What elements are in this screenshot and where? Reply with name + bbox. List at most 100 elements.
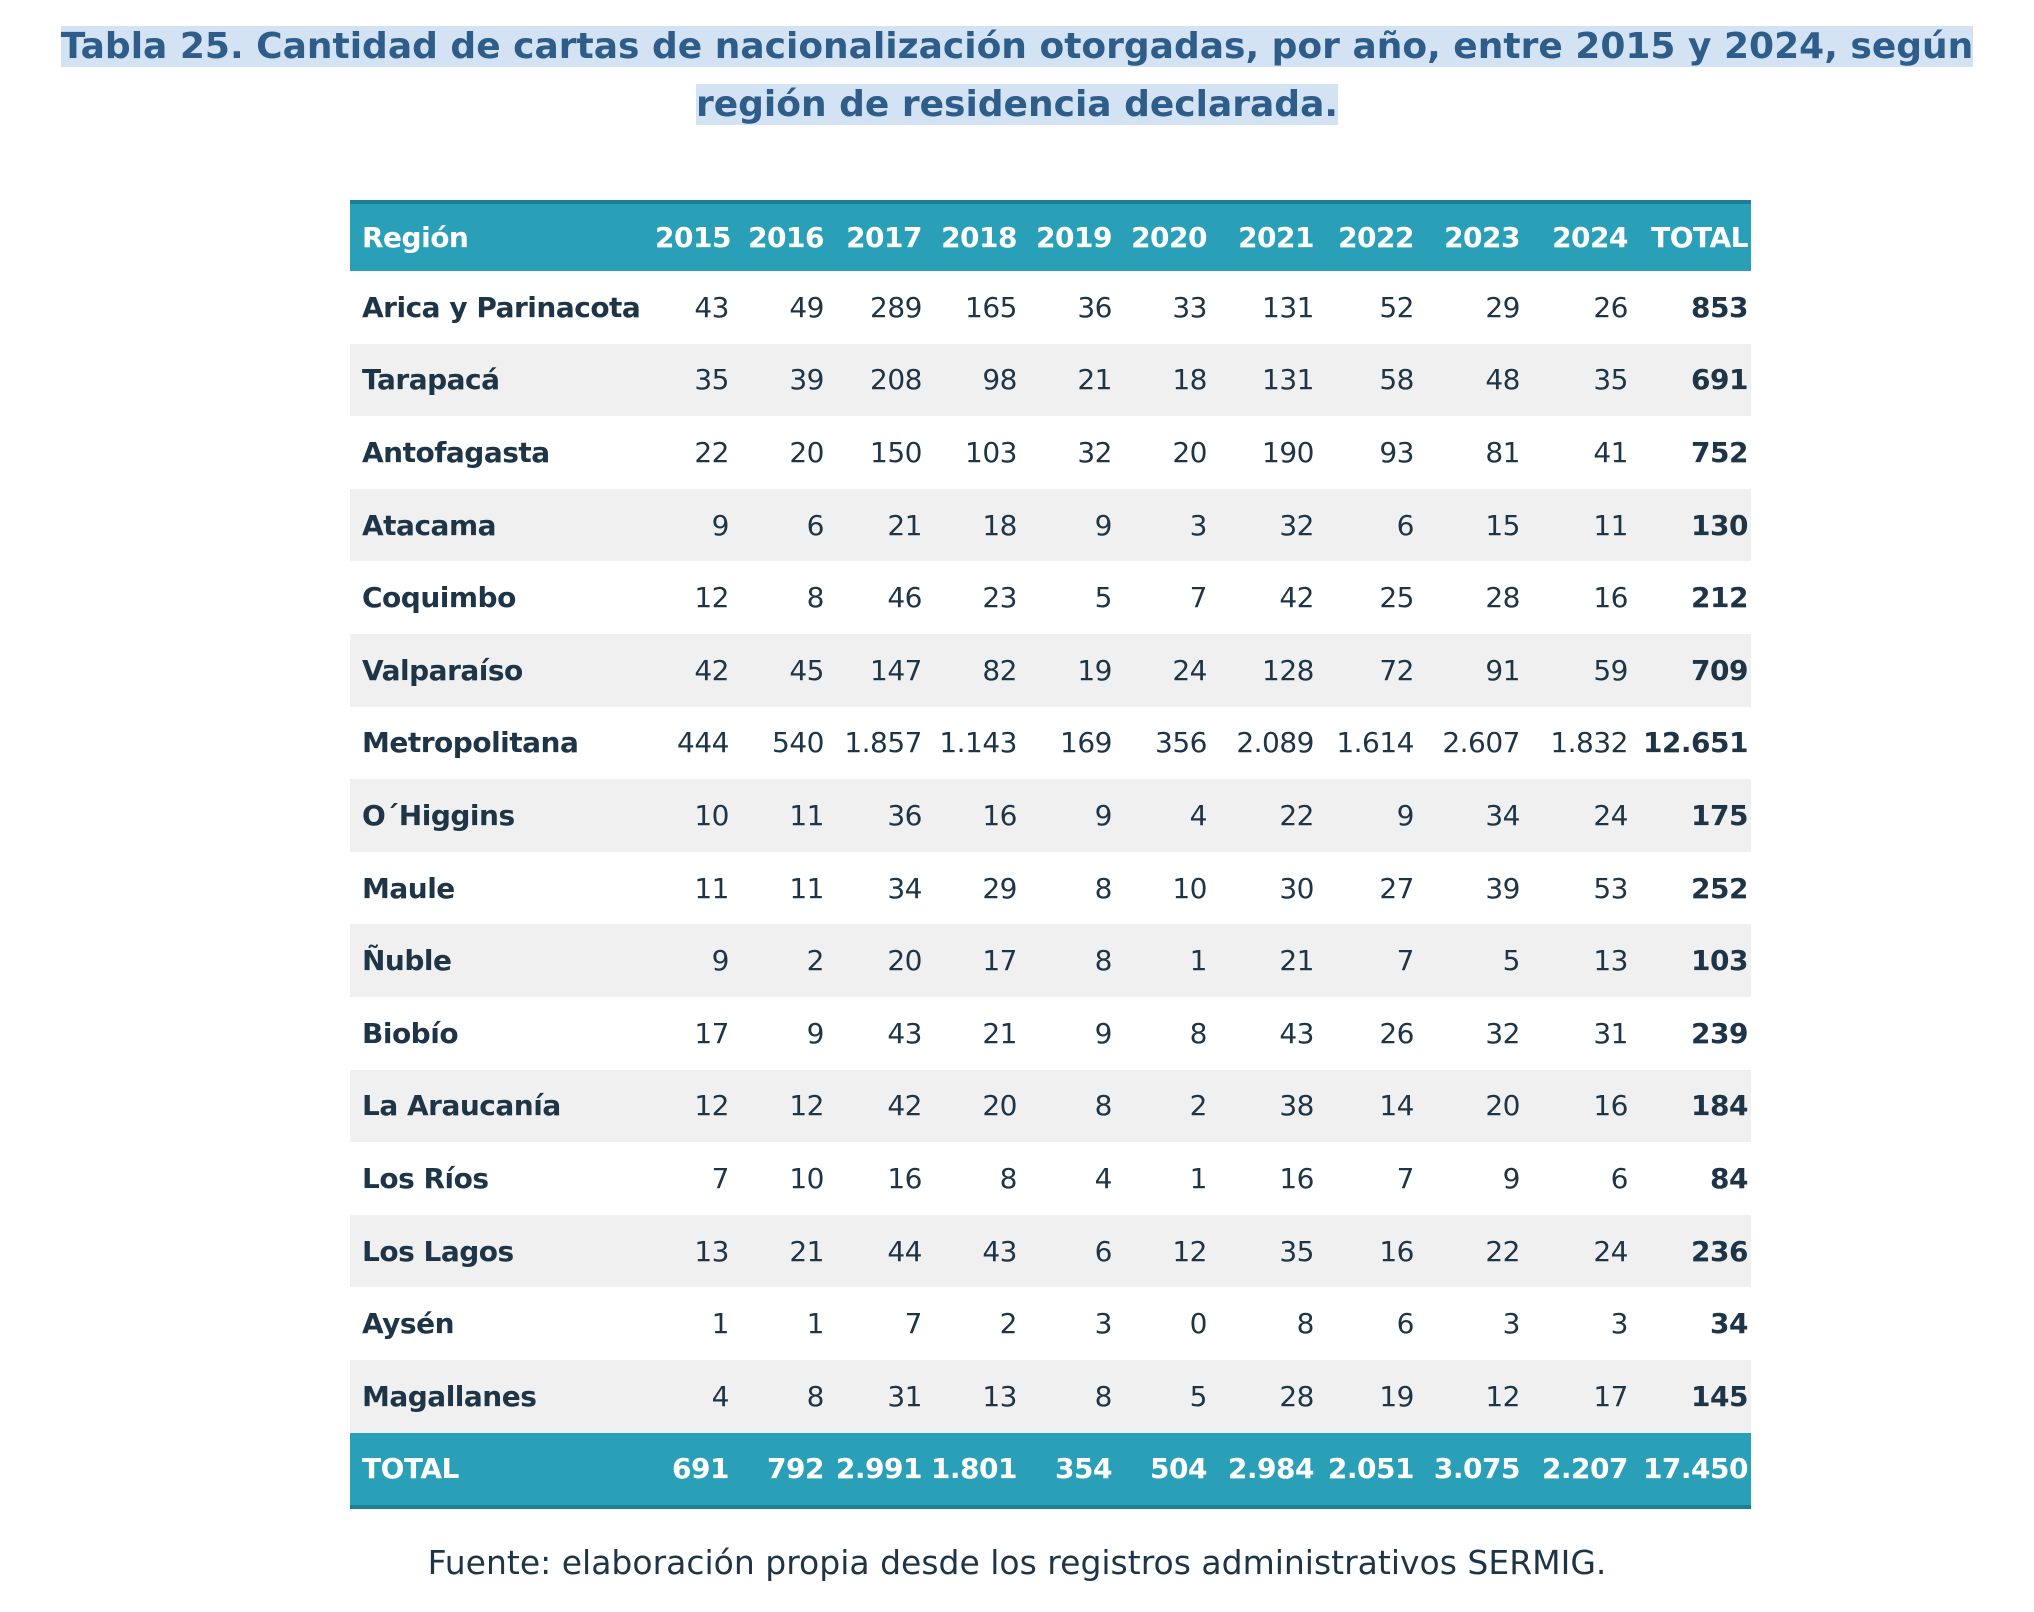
value-cell: 12	[1172, 1234, 1207, 1268]
value-cell: 12	[1485, 1379, 1520, 1413]
header-cell: TOTAL	[1651, 221, 1748, 254]
total-cell: 354	[1055, 1452, 1112, 1485]
value-cell: 9	[1396, 798, 1415, 832]
total-cell: 504	[1150, 1452, 1207, 1485]
region-cell: O´Higgins	[362, 798, 515, 832]
header-cell: 2015	[655, 221, 731, 254]
header-cell: Región	[362, 221, 469, 254]
value-cell: 24	[1172, 653, 1207, 687]
table-row: Maule 11 11 34 29 8 10 30 27 39 53 252	[350, 852, 1751, 925]
value-cell: 1.143	[939, 726, 1017, 760]
region-cell: Tarapacá	[362, 363, 500, 397]
header-cell: 2019	[1036, 221, 1112, 254]
value-cell: 1	[1189, 944, 1208, 978]
value-cell: 42	[887, 1089, 922, 1123]
value-cell: 21	[789, 1234, 824, 1268]
value-cell: 24	[1593, 798, 1628, 832]
value-cell: 2	[999, 1307, 1018, 1341]
value-cell: 16	[887, 1161, 922, 1195]
value-cell: 709	[1691, 653, 1748, 687]
value-cell: 4	[711, 1379, 730, 1413]
value-cell: 35	[1279, 1234, 1314, 1268]
value-cell: 17	[1593, 1379, 1628, 1413]
value-cell: 5	[1189, 1379, 1208, 1413]
value-cell: 236	[1691, 1234, 1748, 1268]
value-cell: 9	[711, 508, 730, 542]
value-cell: 12	[694, 581, 729, 615]
value-cell: 9	[1094, 798, 1113, 832]
value-cell: 20	[789, 435, 824, 469]
value-cell: 2.089	[1236, 726, 1314, 760]
value-cell: 18	[982, 508, 1017, 542]
value-cell: 7	[904, 1307, 923, 1341]
value-cell: 2.607	[1442, 726, 1520, 760]
value-cell: 32	[1279, 508, 1314, 542]
value-cell: 12.651	[1642, 726, 1749, 760]
total-cell: 3.075	[1433, 1452, 1521, 1485]
value-cell: 98	[982, 363, 1017, 397]
value-cell: 691	[1691, 363, 1748, 397]
value-cell: 190	[1262, 435, 1314, 469]
region-cell: Los Ríos	[362, 1161, 489, 1195]
value-cell: 44	[887, 1234, 922, 1268]
value-cell: 82	[982, 653, 1017, 687]
value-cell: 6	[1094, 1234, 1113, 1268]
value-cell: 19	[1379, 1379, 1414, 1413]
total-cell: 2.984	[1227, 1452, 1315, 1485]
value-cell: 853	[1691, 290, 1748, 324]
table-row: Los Lagos 13 21 44 43 6 12 35 16 22 24 236	[350, 1214, 1751, 1288]
total-cell: 2.991	[835, 1452, 923, 1485]
value-cell: 1.614	[1336, 726, 1414, 760]
value-cell: 7	[1189, 581, 1208, 615]
header-cell: 2017	[846, 221, 922, 254]
value-cell: 22	[1485, 1234, 1520, 1268]
table-row: La Araucanía 12 12 42 20 8 2 38 14 20 16 184	[350, 1069, 1751, 1143]
value-cell: 41	[1593, 435, 1628, 469]
value-cell: 16	[982, 798, 1017, 832]
value-cell: 8	[1094, 871, 1113, 905]
value-cell: 20	[887, 944, 922, 978]
value-cell: 35	[1593, 363, 1628, 397]
value-cell: 72	[1379, 653, 1414, 687]
value-cell: 11	[694, 871, 729, 905]
value-cell: 147	[870, 653, 922, 687]
value-cell: 8	[1296, 1307, 1315, 1341]
value-cell: 39	[789, 363, 824, 397]
value-cell: 22	[694, 435, 729, 469]
value-cell: 36	[1077, 290, 1112, 324]
total-row: TOTAL 691 792 2.991 1.801 354 504 2.984 2.051 3.0…	[350, 1432, 1751, 1507]
value-cell: 24	[1593, 1234, 1628, 1268]
value-cell: 23	[982, 581, 1017, 615]
header-cell: 2020	[1131, 221, 1207, 254]
header-cell: 2016	[748, 221, 824, 254]
region-cell: Aysén	[362, 1307, 455, 1341]
region-cell: Arica y Parinacota	[362, 290, 641, 324]
value-cell: 16	[1593, 581, 1628, 615]
value-cell: 32	[1077, 435, 1112, 469]
value-cell: 289	[870, 290, 922, 324]
value-cell: 10	[694, 798, 729, 832]
value-cell: 17	[694, 1016, 729, 1050]
region-cell: Coquimbo	[362, 581, 516, 615]
value-cell: 42	[694, 653, 729, 687]
value-cell: 8	[806, 1379, 825, 1413]
value-cell: 356	[1155, 726, 1207, 760]
table-row: Coquimbo 12 8 46 23 5 7 42 25 28 16 212	[350, 561, 1751, 634]
value-cell: 145	[1691, 1379, 1748, 1413]
value-cell: 49	[789, 290, 824, 324]
table-row: Arica y Parinacota 43 49 289 165 36 33 131 52 29 2…	[350, 271, 1751, 344]
value-cell: 7	[711, 1161, 730, 1195]
value-cell: 91	[1485, 653, 1520, 687]
value-cell: 18	[1172, 363, 1207, 397]
value-cell: 43	[694, 290, 729, 324]
value-cell: 4	[1189, 798, 1208, 832]
region-cell: Biobío	[362, 1016, 459, 1050]
value-cell: 48	[1485, 363, 1520, 397]
value-cell: 5	[1502, 944, 1521, 978]
value-cell: 11	[789, 798, 824, 832]
value-cell: 540	[772, 726, 824, 760]
value-cell: 9	[1502, 1161, 1521, 1195]
value-cell: 9	[711, 944, 730, 978]
value-cell: 22	[1279, 798, 1314, 832]
value-cell: 30	[1279, 871, 1314, 905]
